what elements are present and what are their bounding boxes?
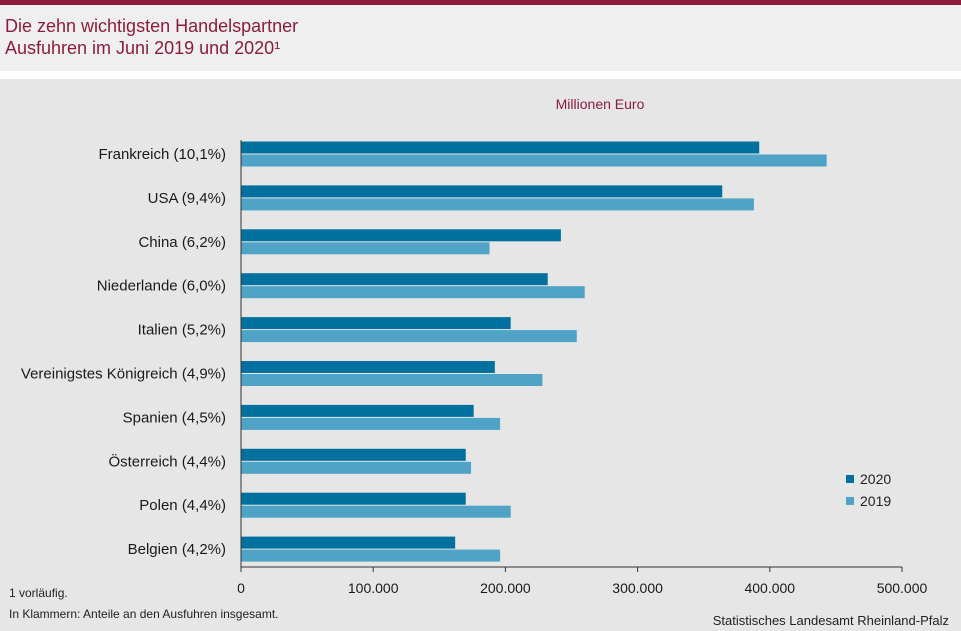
bar-2020 bbox=[241, 317, 511, 330]
legend-label-2020: 2020 bbox=[860, 471, 892, 487]
source-credit: Statistisches Landesamt Rheinland-Pfalz bbox=[712, 613, 949, 628]
chart-area bbox=[0, 79, 961, 631]
x-tick-label: 400.000 bbox=[744, 580, 795, 596]
unit-label: Millionen Euro bbox=[555, 96, 645, 112]
category-label: Vereinigstes Königreich (4,9%) bbox=[21, 366, 226, 383]
bar-2019 bbox=[241, 154, 827, 167]
bar-2020 bbox=[241, 404, 474, 417]
legend: 2020 2019 bbox=[846, 468, 891, 512]
bar-2020 bbox=[241, 492, 466, 505]
bar-2019 bbox=[241, 198, 754, 211]
footnote-shares: In Klammern: Anteile an den Ausfuhren in… bbox=[9, 607, 279, 621]
category-label: Frankreich (10,1%) bbox=[98, 146, 226, 163]
x-tick-label: 500.000 bbox=[877, 580, 928, 596]
x-tick-label: 0 bbox=[237, 580, 245, 596]
x-tick-label: 300.000 bbox=[612, 580, 663, 596]
legend-label-2019: 2019 bbox=[860, 493, 892, 509]
bar-2020 bbox=[241, 141, 760, 154]
bar-2019 bbox=[241, 242, 490, 255]
chart-subtitle: Ausfuhren im Juni 2019 und 2020¹ bbox=[5, 38, 281, 58]
category-label: Polen (4,4%) bbox=[139, 497, 226, 514]
bar-2019 bbox=[241, 330, 577, 343]
category-label: USA (9,4%) bbox=[148, 190, 226, 207]
bar-2019 bbox=[241, 505, 511, 518]
bar-2020 bbox=[241, 229, 561, 242]
bar-2020 bbox=[241, 536, 456, 549]
bar-2020 bbox=[241, 448, 466, 461]
chart-title: Die zehn wichtigsten Handelspartner bbox=[5, 16, 299, 36]
bar-2020 bbox=[241, 185, 723, 198]
header-separator bbox=[0, 71, 961, 79]
bar-2020 bbox=[241, 361, 495, 373]
category-label: Belgien (4,2%) bbox=[128, 541, 226, 558]
bar-2019 bbox=[241, 374, 543, 386]
legend-swatch-2019 bbox=[846, 497, 854, 505]
x-tick-label: 100.000 bbox=[348, 580, 399, 596]
bar-2019 bbox=[241, 549, 501, 562]
x-tick-label: 200.000 bbox=[480, 580, 531, 596]
category-label: Österreich (4,4%) bbox=[108, 452, 226, 470]
chart-header: Die zehn wichtigsten Handelspartner Ausf… bbox=[0, 5, 961, 71]
bar-2019 bbox=[241, 417, 501, 430]
legend-swatch-2020 bbox=[846, 475, 854, 483]
category-label: Niederlande (6,0%) bbox=[97, 278, 226, 295]
legend-item-2020: 2020 bbox=[846, 468, 891, 490]
bar-2019 bbox=[241, 461, 472, 474]
top-rule bbox=[0, 0, 961, 5]
footnote-preliminary: 1 vorläufig. bbox=[9, 586, 68, 600]
bar-2020 bbox=[241, 273, 548, 286]
category-label: China (6,2%) bbox=[138, 234, 226, 251]
category-label: Spanien (4,5%) bbox=[123, 409, 226, 426]
legend-item-2019: 2019 bbox=[846, 490, 891, 512]
category-label: Italien (5,2%) bbox=[138, 322, 226, 339]
bar-2019 bbox=[241, 286, 585, 299]
